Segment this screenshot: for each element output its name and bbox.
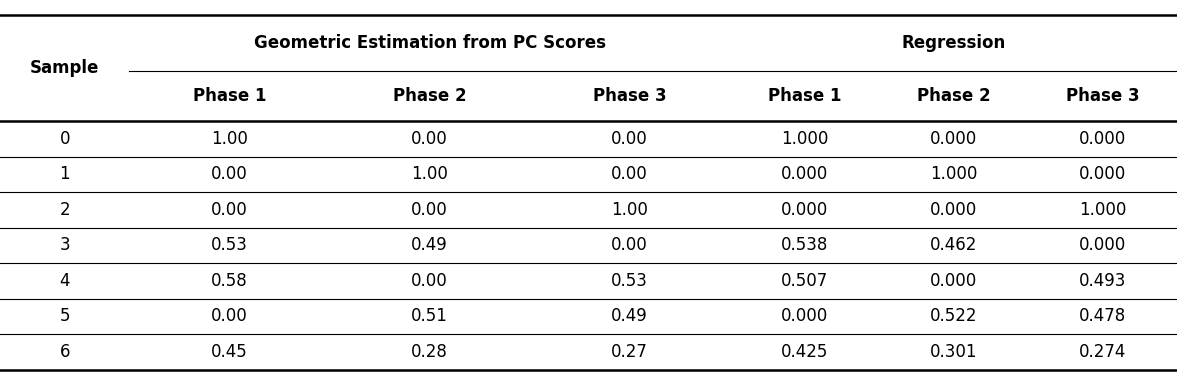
Text: 1.00: 1.00	[611, 201, 649, 219]
Text: 0.000: 0.000	[930, 201, 978, 219]
Text: 0.45: 0.45	[211, 343, 248, 361]
Text: 0.49: 0.49	[411, 236, 448, 254]
Text: 0.301: 0.301	[930, 343, 978, 361]
Text: 0.00: 0.00	[211, 307, 248, 325]
Text: 0.462: 0.462	[930, 236, 978, 254]
Text: 0.478: 0.478	[1079, 307, 1126, 325]
Text: 0.00: 0.00	[611, 166, 649, 184]
Text: 0.000: 0.000	[780, 166, 829, 184]
Text: 0.538: 0.538	[780, 236, 829, 254]
Text: Phase 2: Phase 2	[917, 87, 991, 105]
Text: 0.000: 0.000	[780, 201, 829, 219]
Text: 1.00: 1.00	[211, 130, 248, 148]
Text: 4: 4	[60, 272, 69, 290]
Text: 0.000: 0.000	[780, 307, 829, 325]
Text: 0.274: 0.274	[1079, 343, 1126, 361]
Text: 0.000: 0.000	[1079, 236, 1126, 254]
Text: Phase 1: Phase 1	[767, 87, 842, 105]
Text: Phase 1: Phase 1	[193, 87, 266, 105]
Text: 3: 3	[59, 236, 71, 254]
Text: 0.493: 0.493	[1079, 272, 1126, 290]
Text: 6: 6	[60, 343, 69, 361]
Text: 1.00: 1.00	[411, 166, 448, 184]
Text: 1.000: 1.000	[930, 166, 978, 184]
Text: 0.522: 0.522	[930, 307, 978, 325]
Text: Phase 3: Phase 3	[1066, 87, 1139, 105]
Text: 0.00: 0.00	[611, 130, 649, 148]
Text: 0.000: 0.000	[930, 130, 978, 148]
Text: Phase 2: Phase 2	[393, 87, 466, 105]
Text: Sample: Sample	[31, 59, 99, 77]
Text: 0.000: 0.000	[1079, 130, 1126, 148]
Text: 0.00: 0.00	[611, 236, 649, 254]
Text: 1.000: 1.000	[1079, 201, 1126, 219]
Text: 0.00: 0.00	[411, 272, 448, 290]
Text: 0.53: 0.53	[211, 236, 248, 254]
Text: 1.000: 1.000	[780, 130, 829, 148]
Text: 2: 2	[59, 201, 71, 219]
Text: 0.00: 0.00	[211, 201, 248, 219]
Text: Geometric Estimation from PC Scores: Geometric Estimation from PC Scores	[253, 34, 606, 52]
Text: 0.49: 0.49	[611, 307, 649, 325]
Text: 0.51: 0.51	[411, 307, 448, 325]
Text: 0.000: 0.000	[1079, 166, 1126, 184]
Text: 0.53: 0.53	[611, 272, 649, 290]
Text: 0.27: 0.27	[611, 343, 649, 361]
Text: 0.00: 0.00	[411, 130, 448, 148]
Text: Regression: Regression	[902, 34, 1005, 52]
Text: 0.28: 0.28	[411, 343, 448, 361]
Text: 0: 0	[60, 130, 69, 148]
Text: Phase 3: Phase 3	[593, 87, 666, 105]
Text: 0.425: 0.425	[780, 343, 829, 361]
Text: 1: 1	[59, 166, 71, 184]
Text: 5: 5	[60, 307, 69, 325]
Text: 0.58: 0.58	[211, 272, 248, 290]
Text: 0.00: 0.00	[211, 166, 248, 184]
Text: 0.507: 0.507	[780, 272, 829, 290]
Text: 0.00: 0.00	[411, 201, 448, 219]
Text: 0.000: 0.000	[930, 272, 978, 290]
